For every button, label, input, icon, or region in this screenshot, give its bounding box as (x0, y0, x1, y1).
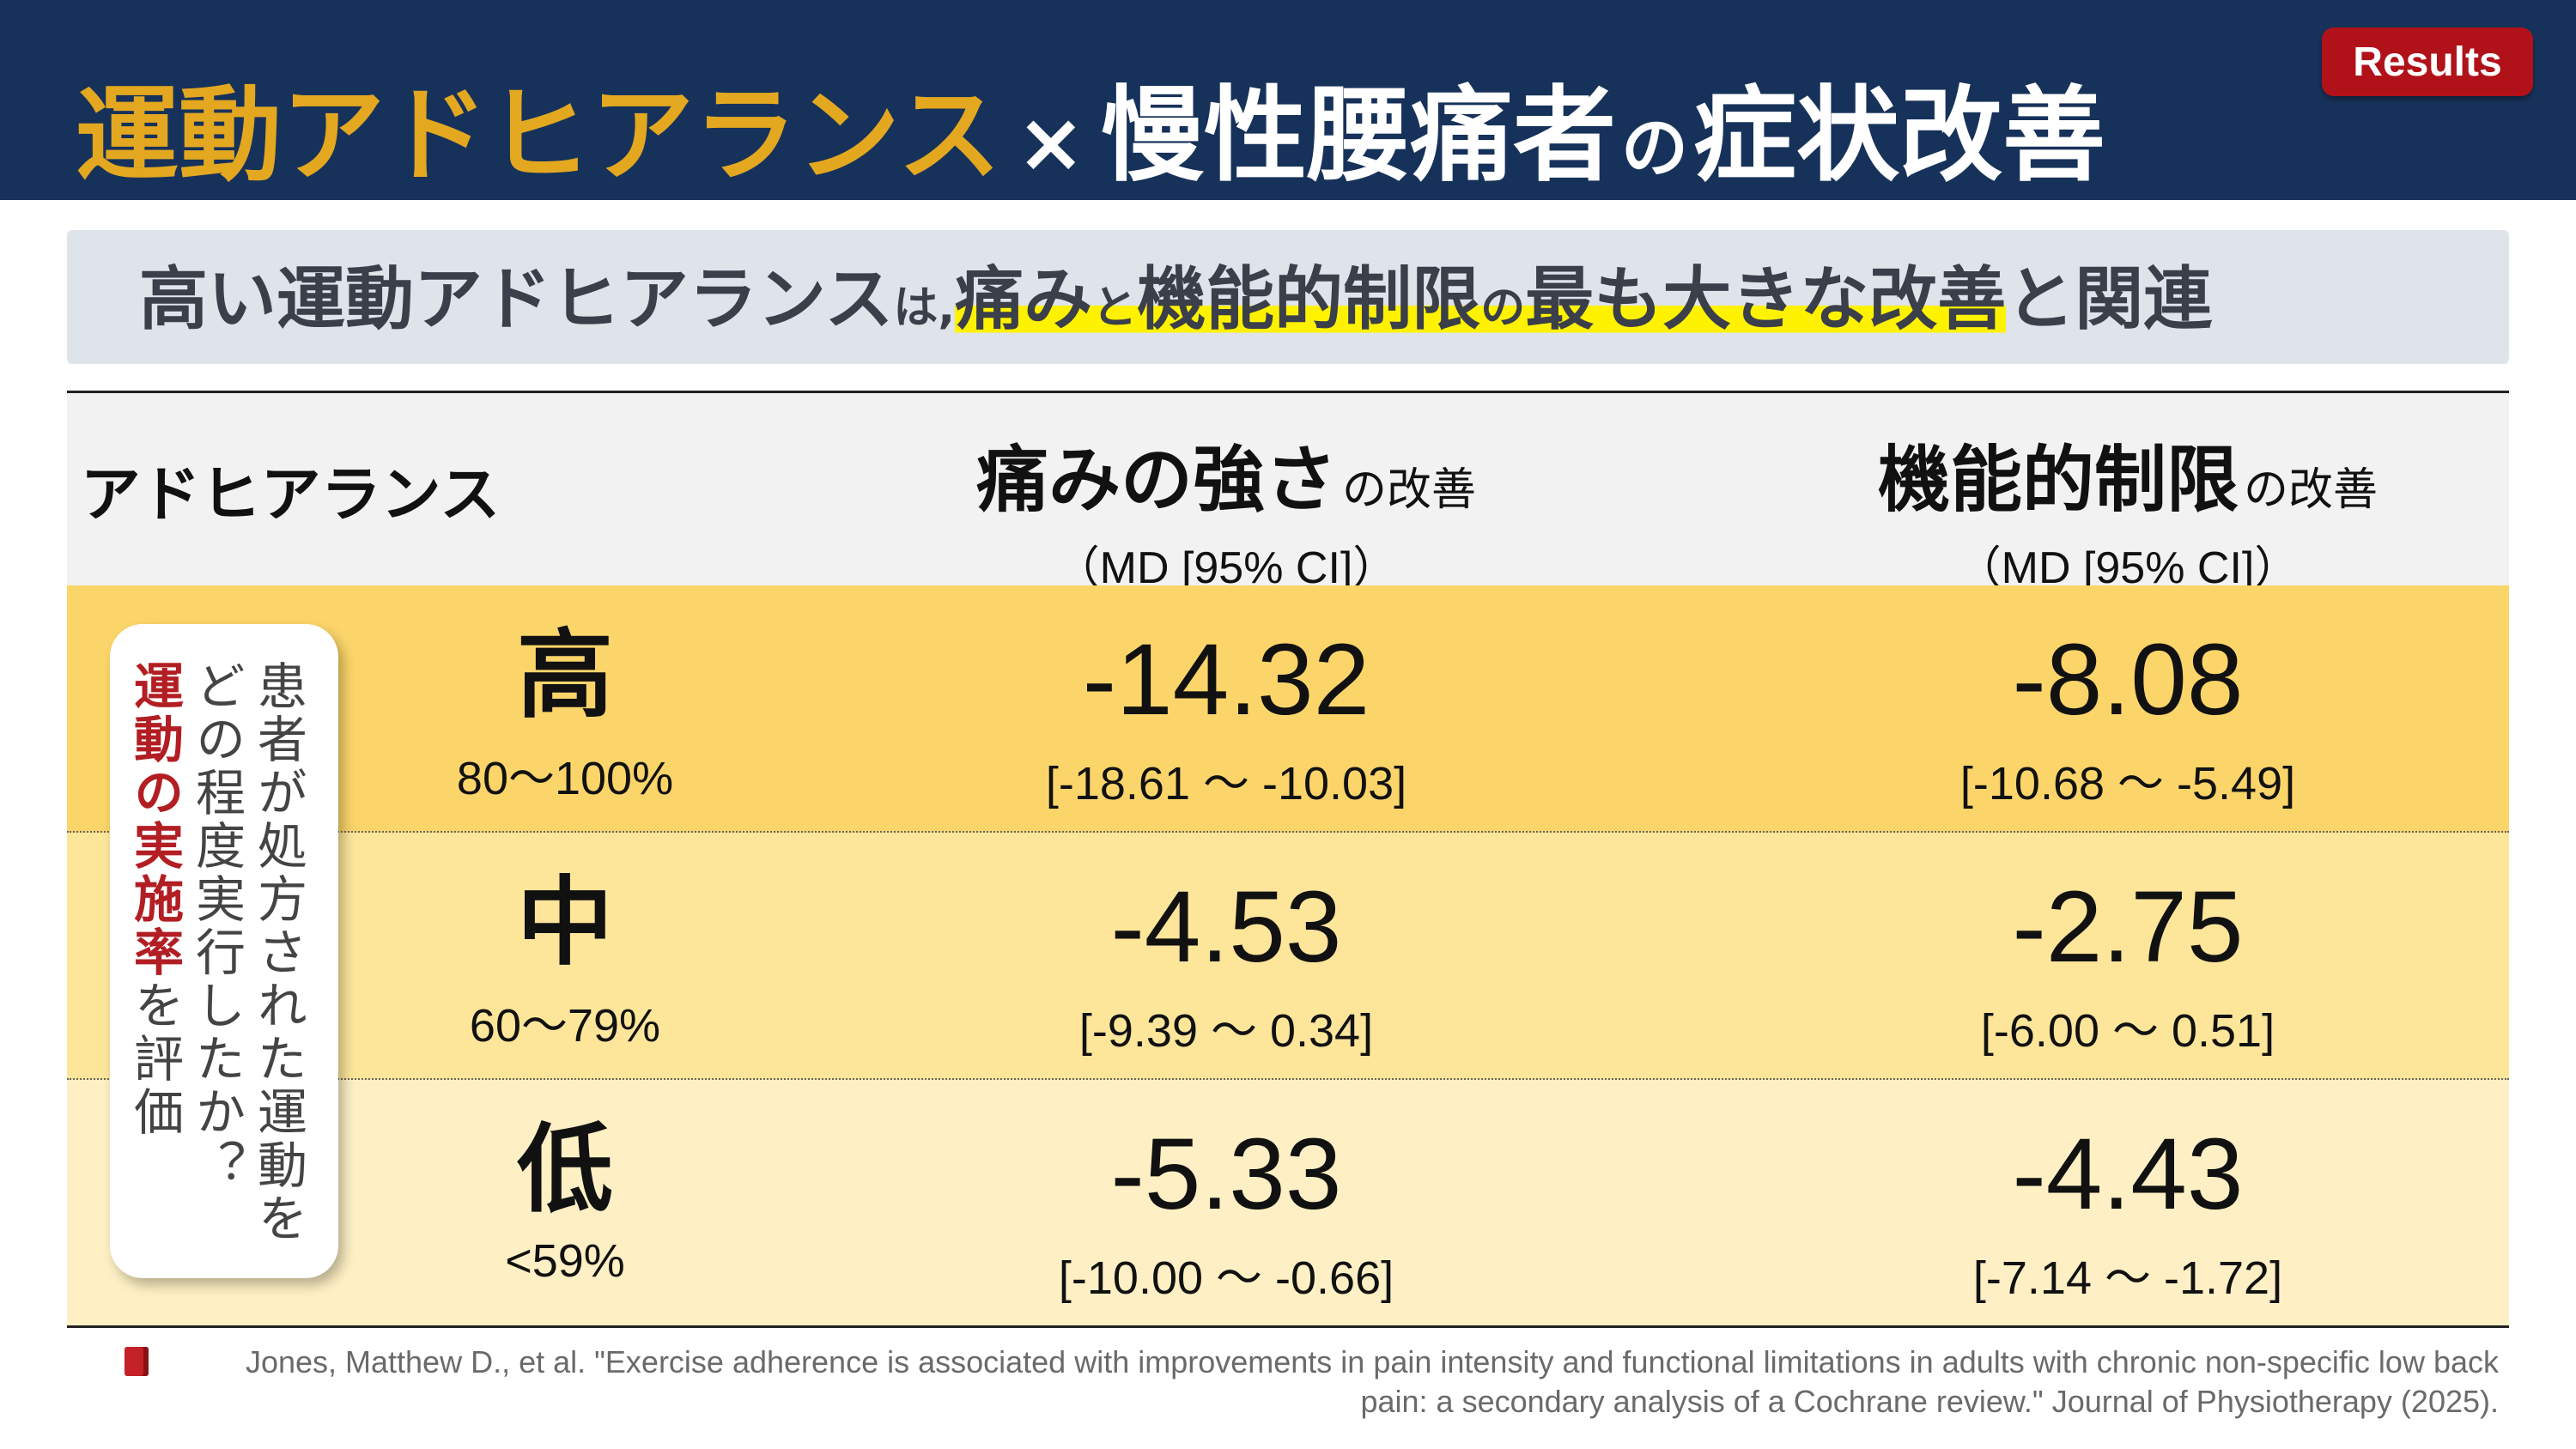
pain-cell: -14.32 [-18.61 〜 -10.03] (840, 627, 1613, 813)
pain-ci: [-18.61 〜 -10.03] (1045, 758, 1407, 809)
function-cell: -4.43 [-7.14 〜 -1.72] (1741, 1121, 2514, 1307)
note-line1: 患者が処方された運動を (249, 660, 307, 1246)
level-label: 低 (517, 1114, 613, 1226)
level-cell: 中 60〜79% (393, 867, 737, 1055)
function-cell: -8.08 [-10.68 〜 -5.49] (1741, 627, 2514, 813)
pain-ci: [-10.00 〜 -0.66] (1058, 1252, 1394, 1304)
pain-md: -14.32 (1082, 623, 1370, 737)
title-times: × (1016, 94, 1086, 191)
header-pain-sub: （MD [95% CI]） (1054, 543, 1398, 593)
results-badge: Results (2322, 27, 2533, 96)
header-adherence: アドヒアランス (80, 459, 501, 530)
note-line3-rest: を評価 (125, 979, 184, 1139)
note-line3-red: 運動の実施率 (125, 660, 184, 979)
subtitle-hl3: 機能的制限 (1137, 259, 1481, 339)
table-row-high: 高 80〜100% -14.32 [-18.61 〜 -10.03] -8.08… (67, 585, 2509, 833)
header-function: 機能的制限 の改善 （MD [95% CI]） (1741, 422, 2514, 596)
citation-line2: pain: a secondary analysis of a Cochrane… (1360, 1384, 2499, 1419)
function-md: -8.08 (2012, 623, 2244, 737)
adherence-note-card: 患者が処方された運動を どの程度実行したか？ 運動の実施率を評価 (110, 624, 338, 1278)
book-icon (125, 1347, 149, 1376)
subtitle-hl4: の (1480, 282, 1526, 334)
note-line3: 運動の実施率を評価 (125, 660, 184, 1139)
title-no: の (1621, 110, 1689, 187)
header-pain-main: 痛みの強さ (975, 438, 1337, 522)
subtitle-highlight: 痛みと機能的制限の最も大きな改善 (955, 259, 2007, 339)
header-bar: 運動アドヒアランス × 慢性腰痛者 の 症状改善 Results (0, 0, 2576, 200)
title-part2: 症状改善 (1693, 76, 2106, 196)
level-cell: 低 <59% (393, 1114, 737, 1288)
table-row-mid: 中 60〜79% -4.53 [-9.39 〜 0.34] -2.75 [-6.… (67, 833, 2509, 1080)
subtitle-hl2: と (1092, 282, 1138, 334)
header-func-suffix: の改善 (2244, 464, 2379, 516)
function-ci: [-7.14 〜 -1.72] (1972, 1252, 2283, 1304)
table-header: アドヒアランス 痛みの強さ の改善 （MD [95% CI]） 機能的制限 の改善 … (67, 391, 2509, 593)
level-range: 80〜100% (456, 753, 674, 804)
subtitle-hl5: 最も大きな改善 (1525, 259, 2007, 339)
title-part1: 慢性腰痛者 (1101, 76, 1617, 196)
level-cell: 高 80〜100% (393, 620, 737, 808)
title-accent: 運動アドヒアランス (76, 76, 1001, 196)
pain-ci: [-9.39 〜 0.34] (1078, 1005, 1374, 1057)
function-ci: [-6.00 〜 0.51] (1980, 1005, 2275, 1057)
pain-cell: -4.53 [-9.39 〜 0.34] (840, 874, 1613, 1060)
table-row-low: 低 <59% -5.33 [-10.00 〜 -0.66] -4.43 [-7.… (67, 1080, 2509, 1328)
subtitle: 高い運動アドヒアランスは,痛みと機能的制限の最も大きな改善と関連 (139, 259, 2213, 347)
subtitle-part3: と関連 (2006, 259, 2213, 339)
subtitle-band: 高い運動アドヒアランスは,痛みと機能的制限の最も大きな改善と関連 (67, 230, 2509, 364)
function-md: -4.43 (2012, 1118, 2244, 1231)
header-pain: 痛みの強さ の改善 （MD [95% CI]） (840, 422, 1613, 596)
subtitle-part2: は, (893, 282, 956, 334)
level-label: 高 (517, 620, 613, 731)
pain-md: -4.53 (1110, 870, 1342, 984)
function-ci: [-10.68 〜 -5.49] (1959, 758, 2296, 809)
note-line2: どの程度実行したか？ (187, 660, 246, 1192)
citation-line1: Jones, Matthew D., et al. "Exercise adhe… (245, 1344, 2499, 1379)
slide-title: 運動アドヒアランス × 慢性腰痛者 の 症状改善 (76, 52, 2105, 196)
citation: Jones, Matthew D., et al. "Exercise adhe… (155, 1343, 2499, 1422)
level-range: <59% (505, 1235, 625, 1287)
function-cell: -2.75 [-6.00 〜 0.51] (1741, 874, 2514, 1060)
pain-cell: -5.33 [-10.00 〜 -0.66] (840, 1121, 1613, 1307)
header-func-sub: （MD [95% CI]） (1956, 543, 2300, 593)
level-label: 中 (517, 867, 613, 979)
level-range: 60〜79% (469, 1000, 661, 1052)
header-pain-suffix: の改善 (1342, 464, 1477, 516)
subtitle-hl1: 痛み (955, 259, 1093, 339)
header-func-main: 機能的制限 (1877, 438, 2239, 522)
function-md: -2.75 (2012, 870, 2244, 984)
subtitle-part1: 高い運動アドヒアランス (139, 259, 894, 339)
pain-md: -5.33 (1110, 1118, 1342, 1231)
